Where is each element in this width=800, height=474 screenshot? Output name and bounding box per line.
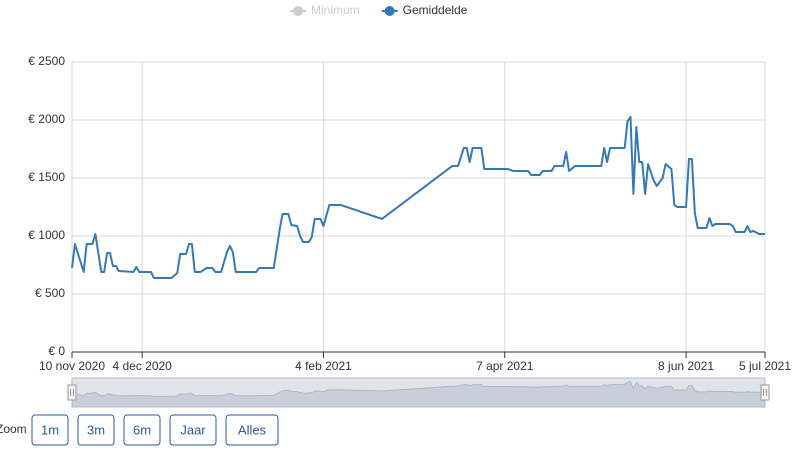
range-button-label: 1m (41, 422, 59, 437)
x-tick-label: 4 feb 2021 (295, 359, 352, 373)
range-button-box[interactable] (169, 414, 217, 446)
legend-symbol (384, 6, 395, 16)
x-tick-label: 5 jul 2021 (739, 359, 791, 373)
y-tick-label: € 0 (48, 344, 65, 358)
range-button-label: Alles (238, 422, 267, 437)
range-button-label: 3m (87, 422, 105, 437)
range-button[interactable]: 1m (31, 414, 69, 446)
series-line (71, 115, 765, 279)
range-button[interactable]: 3m (77, 414, 115, 446)
range-button[interactable]: Alles (225, 414, 279, 446)
legend-item[interactable]: Minimum (290, 3, 360, 17)
navigator-series (71, 381, 766, 408)
x-tick-label: 4 dec 2020 (112, 359, 172, 373)
range-button-label: 6m (133, 422, 151, 437)
range-button-box[interactable] (31, 414, 69, 446)
x-tick-label: 10 nov 2020 (39, 359, 105, 373)
legend-item[interactable]: Gemiddelde (381, 3, 468, 17)
legend-label: Minimum (311, 3, 360, 17)
navigator-handle[interactable] (760, 384, 770, 401)
range-button-label: Jaar (180, 422, 206, 437)
range-button-box[interactable] (123, 414, 161, 446)
legend-symbol (293, 6, 303, 16)
legend-label: Gemiddelde (403, 3, 468, 17)
x-tick-label: 8 jun 2021 (658, 359, 714, 373)
range-button-box[interactable] (225, 414, 279, 446)
range-button-box[interactable] (77, 414, 115, 446)
y-tick-label: € 1500 (28, 170, 65, 184)
y-tick-label: € 1000 (28, 228, 65, 242)
range-button[interactable]: 6m (123, 414, 161, 446)
x-tick-label: 7 apr 2021 (476, 359, 534, 373)
navigator-handle[interactable] (67, 384, 77, 401)
y-tick-label: € 2000 (28, 112, 65, 126)
y-tick-label: € 500 (35, 286, 65, 300)
zoom-label: Zoom (0, 422, 27, 436)
range-button[interactable]: Jaar (169, 414, 217, 446)
y-tick-label: € 2500 (28, 54, 65, 68)
